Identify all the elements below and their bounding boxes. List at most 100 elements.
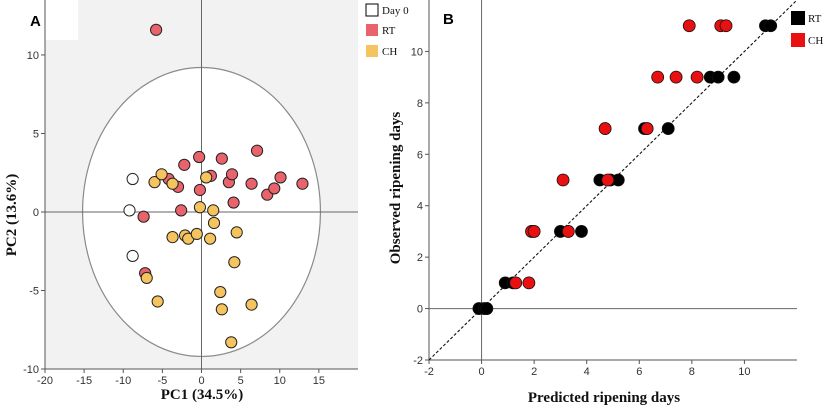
panel-a-x-tick-label: -10: [115, 375, 131, 387]
prediction-point-rt: [727, 70, 741, 84]
panel-b-x-tick-label: -2: [424, 366, 434, 378]
panel-a: A -20 -15 -10 -5 0 5 10 15 -10 -5 0 5 10 PC1 (34.5%)…: [0, 0, 358, 403]
pca-point-ch: [155, 168, 168, 181]
panel-b-y-tick-label: 6: [417, 149, 423, 161]
panel-b-x-tick-label: 10: [738, 366, 750, 378]
prediction-point-ch: [719, 19, 733, 33]
pca-point-ch: [190, 227, 203, 241]
panel-b-legend: RT CH: [791, 11, 823, 47]
pca-point-ch: [215, 303, 228, 316]
legend-b-rt-swatch: [791, 11, 805, 25]
prediction-point-rt: [764, 19, 778, 33]
legend-b-ch-swatch: [791, 33, 805, 47]
panel-a-label: A: [30, 13, 41, 30]
pca-point-ch: [151, 295, 164, 308]
panel-a-y-tick-label: 10: [27, 50, 39, 62]
prediction-point-rt: [575, 225, 588, 238]
pca-point-rt: [225, 168, 239, 181]
prediction-point-rt: [711, 70, 725, 84]
panel-b-y-tick-label: 4: [417, 201, 423, 213]
panel-b-y-tick-label: 0: [417, 304, 423, 316]
panel-a-x-tick-label: -5: [157, 375, 167, 387]
pca-point-day0: [123, 204, 136, 217]
prediction-point-ch: [690, 70, 704, 84]
legend-day0-label: Day 0: [382, 5, 409, 17]
panel-b-y-tick-label: 10: [411, 46, 423, 58]
pca-point-ch: [207, 216, 221, 230]
panel-a-x-tick-label: -20: [37, 375, 53, 387]
pca-point-rt: [215, 152, 228, 165]
panel-a-y-tick-label: -10: [23, 364, 39, 376]
prediction-point-ch: [509, 276, 523, 290]
prediction-point-ch: [527, 225, 541, 238]
pca-point-ch: [204, 232, 217, 245]
pca-point-day0: [126, 249, 139, 263]
panel-b-y-tick-label: 8: [417, 98, 423, 110]
pca-point-rt: [193, 150, 206, 164]
legend-rt-swatch: [366, 24, 378, 36]
pca-point-ch: [200, 171, 213, 184]
prediction-point-ch: [556, 173, 570, 187]
panel-a-x-tick-label: 15: [313, 375, 325, 387]
prediction-point-ch: [651, 70, 665, 84]
panel-a-legend: Day 0 RT CH: [365, 3, 409, 58]
prediction-point-ch: [669, 70, 683, 84]
pca-point-ch: [140, 271, 153, 285]
panel-b-x-tick-label: 2: [531, 366, 537, 378]
panel-a-x-tick-label: -15: [76, 375, 92, 387]
prediction-point-ch: [640, 122, 654, 135]
panel-b-label: B: [443, 11, 454, 28]
panel-a-x-tick-label: 5: [238, 375, 244, 387]
prediction-point-ch: [598, 122, 612, 135]
panel-b-x-tick-label: 6: [636, 366, 642, 378]
panel-b: B -2 0 2 4 6 8 10 -2 0 2 4 6 8 10 Predicted ripening …: [388, 0, 798, 406]
pca-point-ch: [230, 226, 243, 239]
panel-a-x-axis-label: PC1 (34.5%): [161, 387, 244, 403]
panel-b-x-tick-label: 8: [689, 366, 695, 378]
pca-point-rt: [137, 210, 150, 223]
legend-ch-label: CH: [382, 46, 397, 58]
pca-point-rt: [268, 182, 281, 195]
panel-a-label-box: [0, 0, 78, 40]
prediction-point-ch: [522, 276, 536, 290]
prediction-point-rt: [480, 302, 494, 315]
pca-point-ch: [225, 336, 238, 349]
pca-point-ch: [228, 256, 241, 269]
prediction-point-ch: [682, 19, 696, 33]
panel-a-y-tick-label: 5: [33, 128, 39, 140]
panel-a-y-tick-label: -5: [29, 285, 39, 297]
prediction-point-rt: [661, 122, 675, 135]
panel-b-x-axis-label: Predicted ripening days: [528, 390, 680, 406]
pca-point-rt: [250, 144, 264, 157]
panel-a-x-tick-label: 10: [274, 375, 286, 387]
pca-point-rt: [175, 204, 188, 217]
pca-point-ch: [214, 285, 227, 299]
pca-point-ch: [207, 204, 220, 217]
pca-point-ch: [166, 231, 179, 244]
legend-rt-label: RT: [382, 25, 396, 37]
panel-b-y-tick-label: 2: [417, 252, 423, 264]
pca-point-ch: [166, 177, 179, 190]
pca-point-rt: [193, 183, 207, 197]
pca-point-ch: [245, 298, 258, 311]
pca-point-rt: [178, 158, 191, 171]
pca-point-ch: [193, 201, 207, 214]
pca-point-rt: [150, 23, 163, 36]
pca-point-rt: [274, 171, 287, 184]
pca-point-rt: [227, 196, 240, 209]
panel-b-y-tick-label: -2: [413, 355, 423, 367]
legend-b-rt-label: RT: [808, 13, 822, 25]
panel-a-y-axis-label: PC2 (13.6%): [4, 174, 20, 257]
pca-point-day0: [126, 172, 139, 186]
legend-b-ch-label: CH: [808, 35, 823, 47]
pca-point-rt: [296, 177, 309, 190]
panel-a-y-tick-label: 0: [33, 207, 39, 219]
prediction-point-ch: [561, 225, 575, 238]
panel-a-x-tick-label: 0: [198, 375, 204, 387]
legend-day0-swatch: [365, 3, 379, 17]
panel-b-x-tick-label: 4: [584, 366, 590, 378]
prediction-point-ch: [601, 173, 615, 187]
panel-b-y-axis-label: Observed ripening days: [388, 112, 404, 265]
panel-b-x-tick-label: 0: [479, 366, 485, 378]
